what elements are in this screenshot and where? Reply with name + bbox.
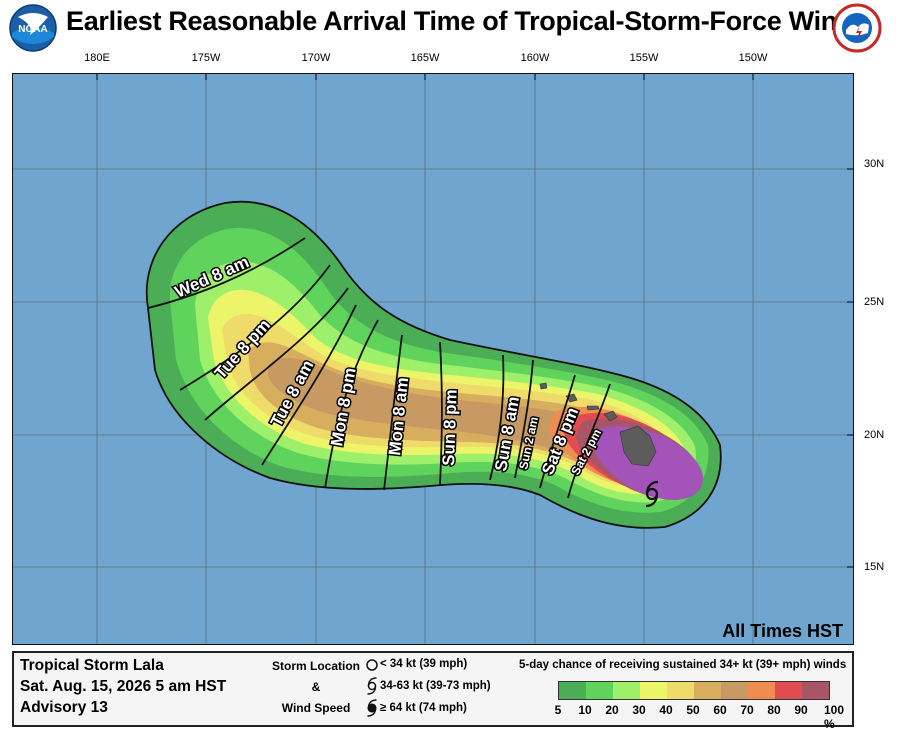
latitude-label: 30N <box>864 158 885 170</box>
scale-tick-label: 10 <box>578 703 592 717</box>
scale-swatch <box>802 682 829 699</box>
island-maui <box>603 410 618 422</box>
legend-ampersand: & <box>311 680 321 694</box>
scale-tick-label: 50 <box>686 703 700 717</box>
latitude-label: 20N <box>864 429 885 441</box>
scale-swatch <box>613 682 640 699</box>
symbol-label-64kt: ≥ 64 kt (74 mph) <box>380 702 467 714</box>
longitude-label: 170W <box>301 52 331 64</box>
scale-tick-label: 60 <box>713 703 727 717</box>
arrival-time-map: Wed 8 am Tue 8 pm Tue 8 am Mon 8 pm Mon … <box>12 73 854 645</box>
advisory-number: Advisory 13 <box>20 699 108 716</box>
symbol-label-below-34kt: < 34 kt (39 mph) <box>380 658 468 670</box>
wind-speed-title: Wind Speed <box>281 701 351 715</box>
scale-tick-label: 100 % <box>823 703 845 731</box>
legend-panel: Tropical Storm Lala Sat. Aug. 15, 2026 5… <box>12 651 854 731</box>
longitude-label: 175W <box>191 52 221 64</box>
scale-tick-label: 80 <box>767 703 781 717</box>
longitude-label: 180E <box>84 52 110 64</box>
storm-name: Tropical Storm Lala <box>20 657 164 674</box>
scale-tick-label: 70 <box>740 703 754 717</box>
scale-tick-label: 5 <box>554 703 562 717</box>
probability-color-scale <box>558 681 830 700</box>
scale-swatch <box>694 682 721 699</box>
probability-scale-title: 5-day chance of receiving sustained 34+ … <box>519 659 847 671</box>
swath-60-percent <box>268 357 651 479</box>
scale-tick-label: 20 <box>605 703 619 717</box>
symbol-label-34-63kt: 34-63 kt (39-73 mph) <box>380 680 491 692</box>
isochrone-label-sun-8pm: Sun 8 pm <box>439 389 461 466</box>
tropical-storm-symbol-icon <box>367 677 377 695</box>
scale-swatch <box>640 682 667 699</box>
scale-swatch <box>748 682 775 699</box>
nws-logo-icon <box>832 3 882 53</box>
time-zone-note: All Times HST <box>722 621 843 641</box>
scale-tick-label: 40 <box>659 703 673 717</box>
island-molokai <box>586 405 600 411</box>
noaa-logo-text: NOAA <box>18 24 47 35</box>
tropical-storm-symbol-icon <box>645 480 659 508</box>
open-circle-icon <box>366 659 378 671</box>
scale-tick-label: 90 <box>794 703 808 717</box>
storm-location-title: Storm Location <box>271 659 360 673</box>
page-title: Earliest Reasonable Arrival Time of Trop… <box>66 6 868 36</box>
latitude-label: 15N <box>864 561 885 573</box>
scale-tick-label: 30 <box>632 703 646 717</box>
scale-swatch <box>586 682 613 699</box>
longitude-label: 160W <box>520 52 550 64</box>
scale-swatch <box>775 682 802 699</box>
longitude-label: 165W <box>410 52 440 64</box>
advisory-date: Sat. Aug. 15, 2026 5 am HST <box>20 678 227 695</box>
island-big-island <box>619 425 657 467</box>
island-kauai <box>539 382 548 390</box>
hurricane-symbol-icon <box>367 699 377 717</box>
isochrone-lines <box>147 237 611 499</box>
longitude-label: 155W <box>629 52 659 64</box>
noaa-logo-icon: NOAA <box>9 4 57 52</box>
scale-swatch <box>559 682 586 699</box>
swath-outline <box>145 200 722 529</box>
scale-swatch <box>721 682 748 699</box>
longitude-label: 150W <box>738 52 768 64</box>
storm-info: Tropical Storm Lala Sat. Aug. 15, 2026 5… <box>20 655 226 718</box>
hawaiian-islands <box>539 382 657 467</box>
latitude-label: 25N <box>864 296 885 308</box>
scale-swatch <box>667 682 694 699</box>
